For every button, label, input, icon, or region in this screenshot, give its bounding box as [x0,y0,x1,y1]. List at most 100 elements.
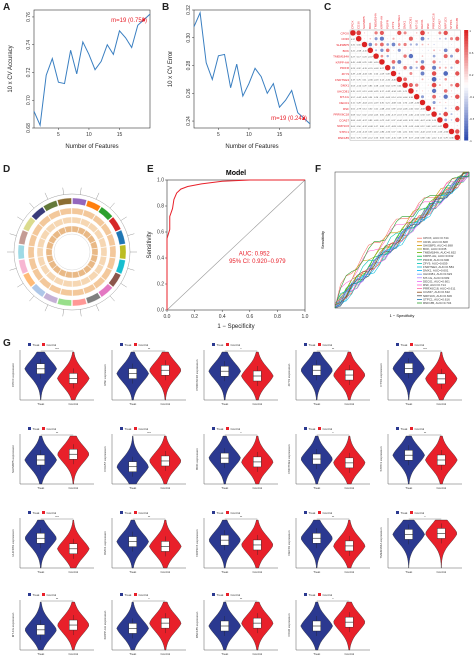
optimum-annotation: m=19 (0.242) [271,116,307,122]
gene-pointer [109,202,115,209]
x-tick-label: Control [344,570,354,574]
x-tick-label: Treat [37,402,44,406]
track-segment [38,215,52,228]
corr-value: -0.68 [420,108,425,110]
row-label: CPOX [340,31,349,35]
track-segment [61,216,72,225]
corr-circle [443,30,448,36]
track-segment [32,268,44,282]
x-tick-label: Treat [313,652,320,656]
corr-circle [444,118,448,122]
legend-swatch-control [134,593,137,596]
significance-label: ** [332,515,335,519]
corr-circle [410,32,412,34]
corr-value: 0.58 [363,137,368,139]
corr-circle-diag [350,30,356,36]
col-label: STPC1 [449,19,453,29]
corr-circle [445,61,447,63]
x-tick-label: 15 [117,132,123,138]
corr-value: 0.69 [392,108,397,110]
corr-circle [397,43,401,46]
x-tick-label: Treat [313,570,320,574]
col-label: CPOX [350,20,354,29]
track-segment [77,268,87,278]
corr-value: 0.30 [368,108,373,110]
corr-circle [363,32,366,34]
track-segment [98,237,107,248]
color-legend-step [464,109,469,113]
col-label: ZFY9 [391,21,395,29]
corr-value: 0.80 [380,126,385,128]
legend-treat: Treat [217,511,224,515]
corr-value: -0.16 [397,97,402,99]
legend-control: Control [231,593,241,597]
corr-circle [455,59,460,65]
track-segment [48,260,58,270]
gene-pointer [95,192,100,200]
y-axis-label: TMEM184A expression [379,527,383,558]
legend-entry: PDIFR, AUC=0.606 [423,258,449,262]
y-axis-label: KRPP-AH expression [103,610,107,639]
corr-value: -0.14 [414,114,419,116]
corr-circle-diag [402,82,408,88]
y-axis-label: PRRX6C18 expression [195,359,199,390]
chart-title: Model [226,170,246,177]
color-legend-step [464,32,469,36]
y-axis-label: DMX1 expression [103,531,107,555]
legend-swatch-treat [304,593,307,596]
x-tick-label: Treat [313,402,320,406]
x-tick-label: 5 [217,132,220,138]
x-tick-label: 5 [57,132,60,138]
corr-value: 0.84 [380,137,385,139]
corr-circle [431,76,437,82]
corr-value: -0.60 [443,132,448,134]
corr-circle [416,55,418,57]
corr-circle-diag [437,117,443,123]
legend-swatch-control [226,593,229,596]
corr-circle [427,32,430,34]
col-label: UHCD81 [408,17,412,29]
x-tick-label: Control [252,402,262,406]
legend-treat: Treat [33,511,40,515]
panel-e-model-roc: Model 0.0 0.2 0.4 0.6 0.8 1.0 0.0 0.2 0.4 0.6 0.8 1.… [145,164,315,334]
chromosome-segment [43,200,59,212]
x-tick-label: 0.8 [274,314,281,320]
corr-value: -0.84 [380,132,385,134]
legend-entry: FNDTNE3, AUC=0.584 [423,265,454,269]
y-tick-label: 0.24 [186,116,192,126]
corr-value: -0.07 [420,120,425,122]
corr-circle [438,66,442,69]
y-axis-label: CPOX expression [11,363,15,387]
corr-circle [450,90,453,92]
x-tick-label: Control [160,652,170,656]
gene-pointer [109,295,115,302]
track-segment [27,246,35,259]
corr-value: 0.17 [426,114,431,116]
corr-circle [387,32,389,34]
model-roc-chart: Model 0.0 0.2 0.4 0.6 0.8 1.0 0.0 0.2 0.4 0.6 0.8 1.… [147,170,309,330]
track-segment [79,218,91,228]
legend-control: Control [323,343,333,347]
corr-circle [427,37,430,40]
corr-circle [416,78,418,80]
corr-value: 0.36 [409,97,414,99]
corr-circle-diag [373,53,379,59]
corr-value: -0.83 [391,126,396,128]
legend-swatch-control [318,427,321,430]
corr-value: -0.11 [403,132,408,134]
col-label: PDIFR [385,19,389,29]
corr-value: -0.29 [374,91,379,93]
significance-label: * [148,597,150,601]
legend-control: Control [139,511,149,515]
color-legend-step [464,107,469,111]
corr-value: 0.17 [374,126,379,128]
corr-value: -0.79 [356,108,361,110]
corr-value: -0.04 [362,103,367,105]
y-tick-label: 0.4 [157,256,164,262]
color-legend-step [464,65,469,69]
x-axis-label: 1 − Specificity [217,324,254,330]
corr-value: -0.13 [409,126,414,128]
corr-circle [386,54,389,58]
track-segment [71,225,80,233]
optimum-point [142,18,146,22]
